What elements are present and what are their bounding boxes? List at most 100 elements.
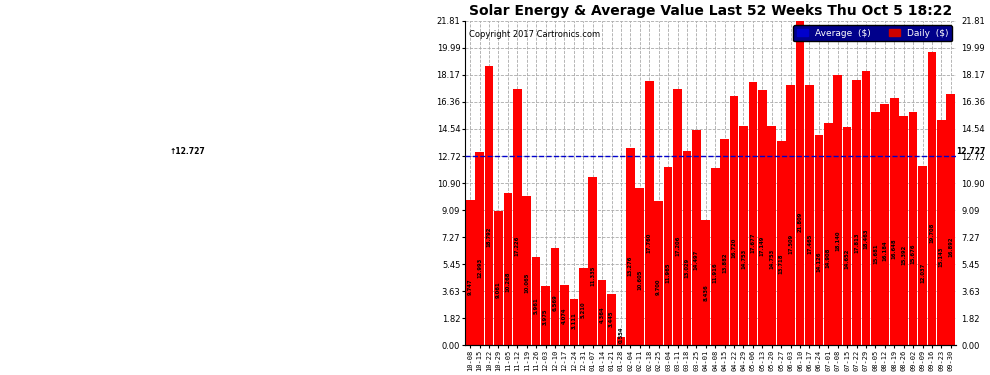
Bar — [588, 177, 597, 345]
Text: 16.892: 16.892 — [948, 237, 953, 257]
Bar — [918, 166, 927, 345]
Title: Solar Energy & Average Value Last 52 Weeks Thu Oct 5 18:22: Solar Energy & Average Value Last 52 Wee… — [469, 4, 952, 18]
Text: 15.143: 15.143 — [939, 246, 943, 267]
Text: 4.364: 4.364 — [600, 306, 605, 322]
Bar — [692, 130, 701, 345]
Text: 21.809: 21.809 — [798, 211, 803, 232]
Bar — [636, 188, 644, 345]
Bar — [550, 248, 559, 345]
Text: 14.753: 14.753 — [769, 248, 774, 268]
Text: 17.813: 17.813 — [854, 232, 859, 253]
Text: 3.445: 3.445 — [609, 311, 614, 327]
Text: Copyright 2017 Cartronics.com: Copyright 2017 Cartronics.com — [469, 30, 601, 39]
Text: 14.908: 14.908 — [826, 248, 831, 268]
Bar — [909, 112, 918, 345]
Bar — [466, 200, 474, 345]
Text: 10.605: 10.605 — [638, 270, 643, 290]
Bar — [626, 148, 635, 345]
Bar — [777, 141, 785, 345]
Bar — [532, 256, 541, 345]
Text: 13.029: 13.029 — [684, 257, 689, 278]
Bar — [946, 94, 955, 345]
Text: 14.753: 14.753 — [741, 248, 746, 268]
Text: 17.509: 17.509 — [788, 234, 793, 254]
Legend: Average  ($), Daily  ($): Average ($), Daily ($) — [793, 25, 952, 42]
Bar — [513, 89, 522, 345]
Text: 8.436: 8.436 — [703, 285, 708, 302]
Text: 0.554: 0.554 — [619, 326, 624, 342]
Bar — [815, 135, 824, 345]
Bar — [786, 85, 795, 345]
Bar — [861, 70, 870, 345]
Bar — [758, 90, 766, 345]
Bar — [796, 21, 804, 345]
Bar — [494, 210, 503, 345]
Bar — [682, 152, 691, 345]
Text: 12.993: 12.993 — [477, 258, 482, 278]
Bar — [842, 127, 851, 345]
Text: 17.760: 17.760 — [646, 232, 651, 253]
Bar — [673, 89, 682, 345]
Text: 13.718: 13.718 — [779, 254, 784, 274]
Text: 17.149: 17.149 — [759, 236, 765, 256]
Bar — [748, 82, 757, 345]
Bar — [767, 126, 776, 345]
Bar — [928, 52, 937, 345]
Text: 16.184: 16.184 — [882, 240, 887, 261]
Bar — [475, 152, 484, 345]
Text: 15.681: 15.681 — [873, 243, 878, 264]
Bar — [523, 196, 531, 345]
Text: 14.497: 14.497 — [694, 250, 699, 270]
Bar — [899, 116, 908, 345]
Text: 18.463: 18.463 — [863, 229, 868, 249]
Bar — [579, 268, 588, 345]
Bar — [890, 98, 899, 345]
Bar — [871, 112, 880, 345]
Bar — [702, 220, 710, 345]
Bar — [938, 120, 945, 345]
Text: 19.708: 19.708 — [930, 222, 935, 243]
Bar — [504, 192, 512, 345]
Bar — [834, 75, 842, 345]
Text: 17.465: 17.465 — [807, 234, 812, 254]
Text: 5.210: 5.210 — [581, 302, 586, 318]
Text: 4.074: 4.074 — [562, 308, 567, 324]
Bar — [824, 123, 833, 345]
Bar — [880, 105, 889, 345]
Bar — [663, 167, 672, 345]
Text: 11.335: 11.335 — [590, 266, 595, 286]
Text: 15.676: 15.676 — [911, 243, 916, 264]
Text: 9.700: 9.700 — [656, 278, 661, 295]
Text: 17.206: 17.206 — [675, 236, 680, 256]
Text: 17.677: 17.677 — [750, 233, 755, 253]
Text: 3.975: 3.975 — [544, 308, 548, 325]
Text: 14.652: 14.652 — [844, 249, 849, 269]
Text: 10.065: 10.065 — [525, 273, 530, 293]
Bar — [805, 86, 814, 345]
Bar — [569, 299, 578, 345]
Text: 15.392: 15.392 — [901, 245, 906, 265]
Text: 5.961: 5.961 — [534, 298, 539, 314]
Text: 11.916: 11.916 — [713, 263, 718, 284]
Text: 16.720: 16.720 — [732, 238, 737, 258]
Text: 12.727: 12.727 — [956, 147, 986, 156]
Bar — [730, 96, 739, 345]
Text: 18.792: 18.792 — [486, 227, 491, 248]
Text: 10.268: 10.268 — [505, 272, 511, 292]
Text: 6.569: 6.569 — [552, 294, 557, 311]
Text: 9.747: 9.747 — [467, 278, 472, 295]
Bar — [560, 285, 568, 345]
Text: 16.648: 16.648 — [892, 238, 897, 259]
Text: 18.140: 18.140 — [836, 230, 841, 251]
Bar — [654, 201, 663, 345]
Text: 13.276: 13.276 — [628, 256, 633, 276]
Text: 17.226: 17.226 — [515, 235, 520, 256]
Bar — [598, 280, 607, 345]
Bar — [542, 286, 549, 345]
Bar — [617, 337, 626, 345]
Text: 12.037: 12.037 — [920, 262, 925, 283]
Text: 9.061: 9.061 — [496, 282, 501, 298]
Text: 13.882: 13.882 — [722, 253, 727, 273]
Text: 3.111: 3.111 — [571, 312, 576, 329]
Text: ↑12.727: ↑12.727 — [169, 147, 205, 156]
